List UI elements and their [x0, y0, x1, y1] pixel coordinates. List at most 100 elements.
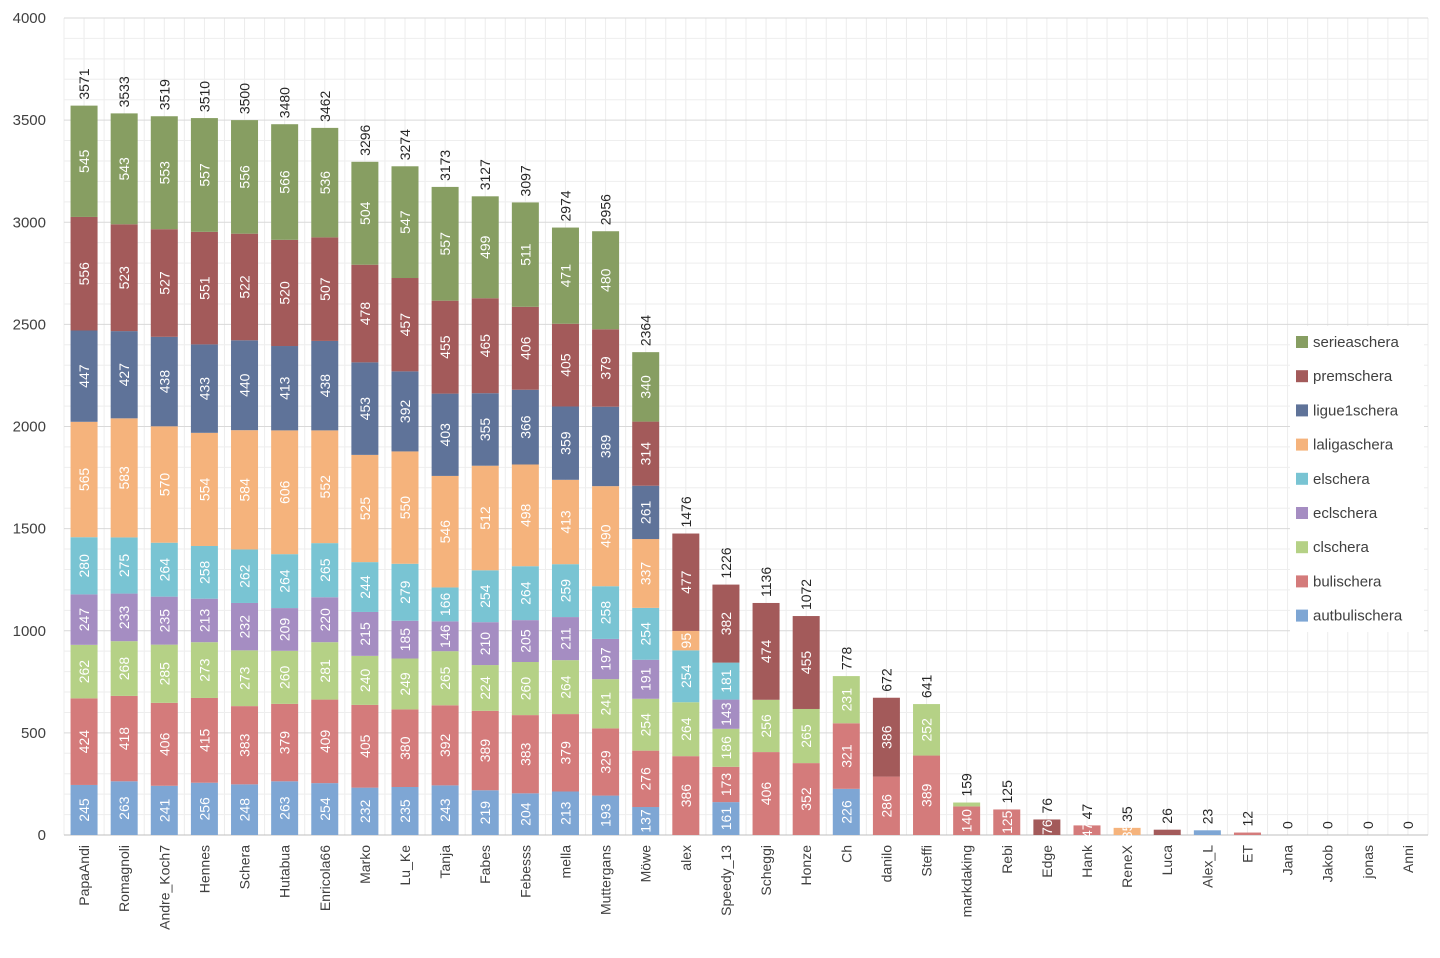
- data-label: 281: [317, 659, 333, 683]
- x-tick-label: PapaAndi: [76, 845, 92, 906]
- data-label: 260: [277, 665, 293, 689]
- bar-segment: [351, 611, 379, 656]
- data-label: 254: [678, 664, 694, 688]
- data-label: 240: [357, 668, 373, 692]
- bar-segment: [592, 679, 620, 729]
- bar-segment: [150, 785, 178, 835]
- bar-segment: [672, 702, 700, 757]
- total-label: 3097: [517, 165, 533, 196]
- bar-segment: [511, 566, 539, 621]
- data-label: 440: [237, 373, 253, 397]
- data-label: 455: [798, 651, 814, 675]
- data-label: 143: [718, 702, 734, 726]
- bar-segment: [632, 485, 660, 540]
- x-tick-label: danilo: [878, 845, 894, 883]
- data-label: 247: [76, 608, 92, 632]
- data-label: 457: [397, 313, 413, 337]
- bar-segment: [311, 699, 339, 784]
- bar-segment: [231, 233, 259, 341]
- data-label: 232: [357, 799, 373, 823]
- bar-segment: [190, 118, 218, 232]
- x-tick-label: ReneX: [1119, 844, 1135, 887]
- data-label: 355: [477, 418, 493, 442]
- x-tick-label: Steffi: [919, 845, 935, 877]
- data-label: 204: [517, 802, 533, 826]
- data-label: 556: [237, 165, 253, 189]
- bar-segment: [471, 298, 499, 394]
- legend-swatch: [1296, 336, 1308, 348]
- bar-segment: [150, 229, 178, 337]
- data-label: 215: [357, 622, 373, 646]
- bar-segment: [190, 344, 218, 433]
- data-label: 254: [477, 584, 493, 608]
- data-label: 551: [196, 276, 212, 300]
- bar-segment: [1033, 819, 1061, 835]
- data-label: 181: [718, 669, 734, 693]
- bar-segment: [391, 709, 419, 788]
- bar-segment: [351, 264, 379, 363]
- bar-segment: [471, 710, 499, 791]
- legend-swatch: [1296, 541, 1308, 554]
- bar-segment: [110, 113, 138, 225]
- bar-segment: [231, 602, 259, 651]
- x-tick-label: Fabes: [477, 845, 493, 884]
- legend-label: eclschera: [1313, 505, 1378, 522]
- y-tick-label: 3000: [13, 214, 46, 231]
- bar-segment: [1073, 825, 1101, 835]
- data-label: 211: [557, 627, 573, 650]
- bar-segment: [431, 785, 459, 835]
- total-label: 3510: [196, 81, 212, 112]
- bar-segment: [712, 584, 740, 663]
- data-label: 527: [156, 271, 172, 295]
- x-tick-label: Enricola66: [317, 845, 333, 911]
- data-label: 273: [196, 658, 212, 682]
- x-tick-label: Hennes: [196, 845, 212, 893]
- bar-segment: [551, 714, 579, 792]
- data-label: 265: [317, 558, 333, 582]
- data-label: 256: [758, 714, 774, 738]
- data-label: 379: [277, 731, 293, 755]
- x-tick-label: Romagnoli: [116, 845, 132, 912]
- data-label: 392: [397, 399, 413, 423]
- bar-segment: [712, 699, 740, 729]
- bar-segment: [511, 464, 539, 567]
- bar-segment: [231, 706, 259, 785]
- bar-segment: [511, 202, 539, 307]
- legend-swatch: [1296, 609, 1308, 622]
- data-label: 231: [838, 688, 854, 712]
- bar-segment: [993, 809, 1021, 835]
- y-tick-label: 0: [38, 827, 46, 844]
- bar-segment: [913, 704, 941, 756]
- y-tick-label: 2000: [13, 419, 46, 436]
- bar-segment: [231, 340, 259, 431]
- bar-segment: [632, 807, 660, 835]
- data-label: 406: [156, 732, 172, 756]
- bar-segment: [953, 802, 981, 807]
- bar-segment: [832, 788, 860, 835]
- x-tick-label: Marko: [357, 845, 373, 884]
- total-label: 3127: [477, 159, 493, 190]
- bar-segment: [150, 542, 178, 597]
- y-tick-label: 500: [21, 725, 46, 742]
- bar-segment: [70, 784, 98, 835]
- bar-segment: [551, 406, 579, 480]
- bar-segment: [551, 791, 579, 835]
- data-label: 244: [357, 575, 373, 599]
- data-label: 380: [397, 736, 413, 760]
- bar-segment: [752, 699, 780, 753]
- bar-segment: [110, 537, 138, 594]
- data-label: 254: [317, 797, 333, 821]
- total-label: 23: [1199, 809, 1215, 825]
- legend-swatch: [1296, 472, 1308, 485]
- bar-segment: [271, 608, 299, 651]
- data-label: 570: [156, 473, 172, 497]
- data-label: 252: [919, 718, 935, 742]
- data-label: 259: [557, 579, 573, 603]
- bar-segment: [712, 662, 740, 700]
- bar-segment: [632, 421, 660, 486]
- bar-segment: [70, 594, 98, 645]
- bar-segment: [150, 702, 178, 786]
- x-tick-label: Ch: [838, 845, 854, 863]
- bar-segment: [511, 662, 539, 716]
